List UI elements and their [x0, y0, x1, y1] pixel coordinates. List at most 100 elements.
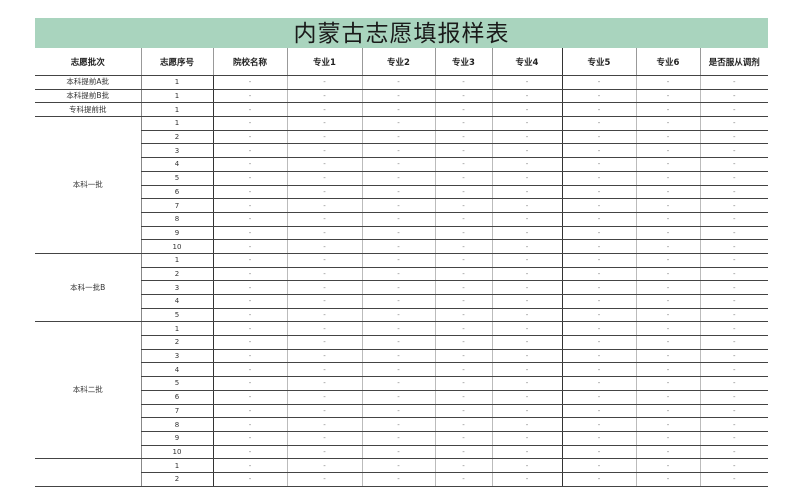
- major-2-cell[interactable]: -: [361, 335, 435, 350]
- adjust-cell[interactable]: -: [699, 253, 768, 268]
- seq-cell[interactable]: 4: [140, 157, 213, 172]
- seq-cell[interactable]: 5: [140, 171, 213, 186]
- major-4-cell[interactable]: -: [491, 417, 562, 432]
- seq-cell[interactable]: 1: [140, 116, 213, 131]
- seq-cell[interactable]: 8: [140, 212, 213, 227]
- major-5-cell[interactable]: -: [561, 130, 636, 145]
- major-2-cell[interactable]: -: [361, 445, 435, 460]
- school-cell[interactable]: -: [212, 308, 287, 323]
- major-2-cell[interactable]: -: [361, 102, 435, 118]
- seq-cell[interactable]: 1: [140, 102, 213, 118]
- major-6-cell[interactable]: -: [635, 130, 700, 145]
- seq-cell[interactable]: 7: [140, 404, 213, 419]
- major-5-cell[interactable]: -: [561, 472, 636, 487]
- major-5-cell[interactable]: -: [561, 308, 636, 323]
- major-3-cell[interactable]: -: [434, 362, 492, 378]
- major-5-cell[interactable]: -: [561, 157, 636, 172]
- major-6-cell[interactable]: -: [635, 294, 700, 309]
- major-5-cell[interactable]: -: [561, 335, 636, 350]
- major-5-cell[interactable]: -: [561, 212, 636, 227]
- major-1-cell[interactable]: -: [286, 130, 362, 145]
- major-5-cell[interactable]: -: [561, 404, 636, 419]
- major-5-cell[interactable]: -: [561, 116, 636, 131]
- batch-cell[interactable]: 本科一批B: [35, 253, 141, 323]
- major-1-cell[interactable]: -: [286, 239, 362, 254]
- major-1-cell[interactable]: -: [286, 171, 362, 186]
- adjust-cell[interactable]: -: [699, 472, 768, 487]
- major-3-cell[interactable]: -: [434, 89, 492, 104]
- batch-cell[interactable]: 本科一批: [35, 116, 141, 254]
- seq-cell[interactable]: 2: [140, 335, 213, 350]
- seq-cell[interactable]: 3: [140, 143, 213, 159]
- school-cell[interactable]: -: [212, 472, 287, 487]
- major-3-cell[interactable]: -: [434, 102, 492, 118]
- school-cell[interactable]: -: [212, 198, 287, 213]
- major-5-cell[interactable]: -: [561, 458, 636, 473]
- major-3-cell[interactable]: -: [434, 376, 492, 391]
- major-1-cell[interactable]: -: [286, 376, 362, 391]
- major-2-cell[interactable]: -: [361, 89, 435, 104]
- major-4-cell[interactable]: -: [491, 321, 562, 337]
- major-4-cell[interactable]: -: [491, 431, 562, 446]
- seq-cell[interactable]: 8: [140, 417, 213, 432]
- school-cell[interactable]: -: [212, 185, 287, 200]
- major-5-cell[interactable]: -: [561, 89, 636, 104]
- major-3-cell[interactable]: -: [434, 417, 492, 432]
- school-cell[interactable]: -: [212, 362, 287, 378]
- adjust-cell[interactable]: -: [699, 335, 768, 350]
- major-4-cell[interactable]: -: [491, 212, 562, 227]
- major-4-cell[interactable]: -: [491, 157, 562, 172]
- major-6-cell[interactable]: -: [635, 89, 700, 104]
- major-2-cell[interactable]: -: [361, 75, 435, 90]
- school-cell[interactable]: -: [212, 239, 287, 254]
- major-5-cell[interactable]: -: [561, 349, 636, 364]
- major-3-cell[interactable]: -: [434, 349, 492, 364]
- major-4-cell[interactable]: -: [491, 458, 562, 473]
- major-1-cell[interactable]: -: [286, 253, 362, 268]
- major-3-cell[interactable]: -: [434, 335, 492, 350]
- major-1-cell[interactable]: -: [286, 294, 362, 309]
- major-6-cell[interactable]: -: [635, 198, 700, 213]
- major-5-cell[interactable]: -: [561, 75, 636, 90]
- seq-cell[interactable]: 2: [140, 472, 213, 487]
- adjust-cell[interactable]: -: [699, 171, 768, 186]
- major-1-cell[interactable]: -: [286, 458, 362, 473]
- school-cell[interactable]: -: [212, 102, 287, 118]
- school-cell[interactable]: -: [212, 390, 287, 405]
- major-3-cell[interactable]: -: [434, 253, 492, 268]
- school-cell[interactable]: -: [212, 212, 287, 227]
- major-1-cell[interactable]: -: [286, 417, 362, 432]
- adjust-cell[interactable]: -: [699, 294, 768, 309]
- major-4-cell[interactable]: -: [491, 253, 562, 268]
- major-3-cell[interactable]: -: [434, 130, 492, 145]
- seq-cell[interactable]: 1: [140, 89, 213, 104]
- major-1-cell[interactable]: -: [286, 472, 362, 487]
- major-1-cell[interactable]: -: [286, 431, 362, 446]
- adjust-cell[interactable]: -: [699, 376, 768, 391]
- major-5-cell[interactable]: -: [561, 143, 636, 159]
- major-2-cell[interactable]: -: [361, 226, 435, 241]
- major-4-cell[interactable]: -: [491, 226, 562, 241]
- seq-cell[interactable]: 5: [140, 308, 213, 323]
- major-6-cell[interactable]: -: [635, 308, 700, 323]
- major-2-cell[interactable]: -: [361, 212, 435, 227]
- seq-cell[interactable]: 2: [140, 130, 213, 145]
- seq-cell[interactable]: 6: [140, 390, 213, 405]
- school-cell[interactable]: -: [212, 431, 287, 446]
- school-cell[interactable]: -: [212, 349, 287, 364]
- batch-cell[interactable]: 本科二批: [35, 321, 141, 460]
- major-5-cell[interactable]: -: [561, 267, 636, 282]
- major-6-cell[interactable]: -: [635, 376, 700, 391]
- seq-cell[interactable]: 1: [140, 253, 213, 268]
- school-cell[interactable]: -: [212, 75, 287, 90]
- major-1-cell[interactable]: -: [286, 280, 362, 295]
- seq-cell[interactable]: 9: [140, 431, 213, 446]
- adjust-cell[interactable]: -: [699, 349, 768, 364]
- school-cell[interactable]: -: [212, 89, 287, 104]
- major-5-cell[interactable]: -: [561, 198, 636, 213]
- major-3-cell[interactable]: -: [434, 294, 492, 309]
- major-6-cell[interactable]: -: [635, 431, 700, 446]
- adjust-cell[interactable]: -: [699, 102, 768, 118]
- major-5-cell[interactable]: -: [561, 417, 636, 432]
- major-6-cell[interactable]: -: [635, 362, 700, 378]
